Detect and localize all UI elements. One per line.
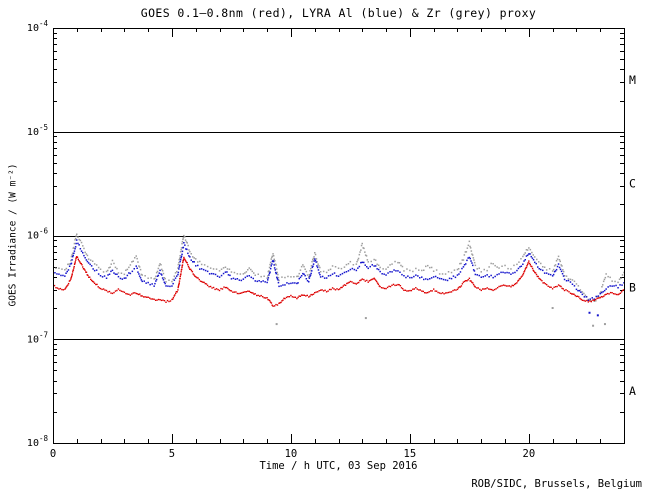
series-zr xyxy=(53,233,624,302)
y-tick-labels: 10-4 10-5 10-6 10-7 10-8 xyxy=(27,19,49,449)
flare-class-label: C xyxy=(629,177,636,191)
y-tick-label: 10-8 xyxy=(27,434,49,449)
y-tick-label: 10-6 xyxy=(27,227,49,242)
chart-title: GOES 0.1–0.8nm (red), LYRA Al (blue) & Z… xyxy=(140,6,537,20)
flare-class-labels: M C B A xyxy=(629,73,636,398)
flare-class-label: B xyxy=(629,280,636,294)
credit-text: ROB/SIDC, Brussels, Belgium xyxy=(471,478,642,490)
x-tick-label: 20 xyxy=(523,448,536,460)
series-al xyxy=(53,239,624,301)
series-goes xyxy=(53,256,624,307)
flare-class-label: M xyxy=(629,73,636,87)
x-tick-label: 0 xyxy=(50,448,56,460)
plot-frame xyxy=(53,28,625,444)
y-tick-label: 10-7 xyxy=(27,330,48,345)
x-axis-label: Time / h UTC, 03 Sep 2016 xyxy=(259,460,418,472)
x-tick-labels: 0 5 10 15 20 xyxy=(50,448,535,460)
x-tick-label: 5 xyxy=(169,448,175,460)
class-boundary-lines xyxy=(53,132,624,340)
x-tick-label: 10 xyxy=(285,448,298,460)
outlier-points xyxy=(275,307,606,327)
flare-class-label: A xyxy=(629,384,636,398)
y-tick-label: 10-4 xyxy=(27,19,49,34)
axis-ticks xyxy=(53,28,625,444)
y-axis-label: GOES Irradiance / (W m⁻²) xyxy=(7,163,19,307)
x-tick-label: 15 xyxy=(404,448,417,460)
y-tick-label: 10-5 xyxy=(27,123,48,138)
